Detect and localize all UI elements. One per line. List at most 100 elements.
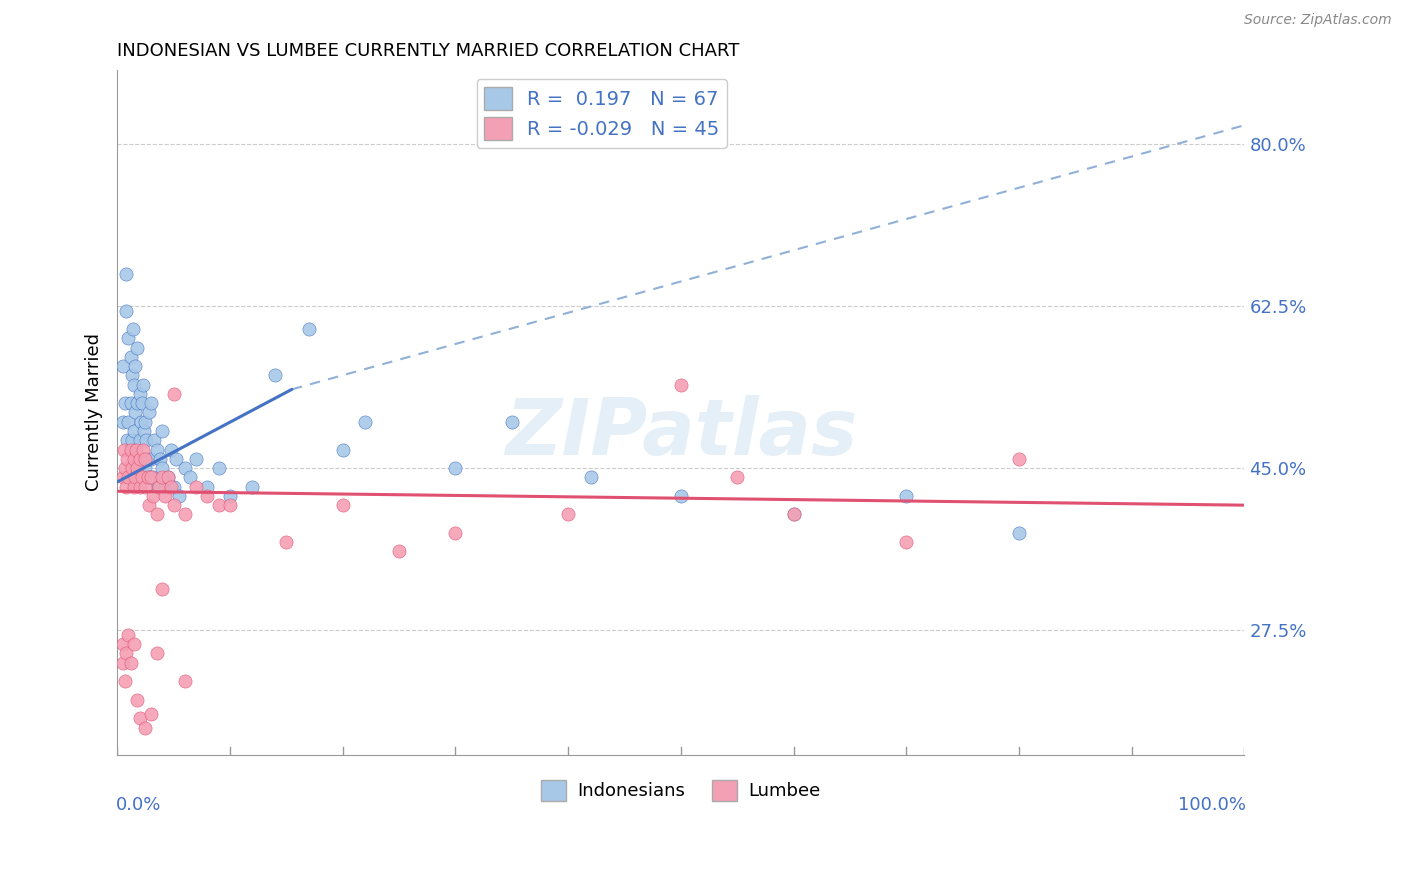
Point [122, 322, 145, 336]
Point [124, 405, 146, 419]
Point [122, 451, 145, 466]
Point [115, 647, 138, 661]
Point [128, 480, 150, 494]
Legend: Indonesians, Lumbee: Indonesians, Lumbee [534, 772, 828, 808]
Point [150, 582, 173, 596]
Point [153, 489, 176, 503]
Point [134, 721, 156, 735]
Point [115, 267, 138, 281]
Point [117, 415, 139, 429]
Point [184, 451, 207, 466]
Point [145, 647, 167, 661]
Point [120, 396, 142, 410]
Point [131, 396, 153, 410]
Point [129, 415, 152, 429]
Point [557, 508, 579, 522]
Point [131, 470, 153, 484]
Point [121, 461, 143, 475]
Point [128, 434, 150, 448]
Text: INDONESIAN VS LUMBEE CURRENTLY MARRIED CORRELATION CHART: INDONESIAN VS LUMBEE CURRENTLY MARRIED C… [117, 42, 740, 60]
Point [111, 470, 134, 484]
Point [120, 350, 142, 364]
Point [143, 434, 166, 448]
Point [117, 451, 139, 466]
Point [122, 424, 145, 438]
Point [128, 451, 150, 466]
Point [298, 322, 321, 336]
Point [117, 628, 139, 642]
Point [669, 377, 692, 392]
Point [150, 461, 173, 475]
Point [146, 480, 169, 494]
Point [122, 480, 145, 494]
Point [111, 637, 134, 651]
Point [1008, 451, 1031, 466]
Point [134, 451, 156, 466]
Point [195, 480, 218, 494]
Point [114, 674, 136, 689]
Point [725, 470, 748, 484]
Point [136, 470, 159, 484]
Point [219, 498, 242, 512]
Point [122, 377, 145, 392]
Point [114, 396, 136, 410]
Point [142, 489, 165, 503]
Point [208, 461, 231, 475]
Point [128, 711, 150, 725]
Point [219, 489, 242, 503]
Point [111, 415, 134, 429]
Point [160, 480, 183, 494]
Point [128, 387, 150, 401]
Point [138, 405, 160, 419]
Point [111, 656, 134, 670]
Point [165, 451, 187, 466]
Point [150, 424, 173, 438]
Y-axis label: Currently Married: Currently Married [86, 334, 103, 491]
Point [153, 480, 176, 494]
Point [276, 535, 298, 549]
Point [125, 442, 148, 457]
Point [127, 461, 149, 475]
Point [444, 525, 467, 540]
Point [145, 442, 167, 457]
Point [127, 692, 149, 706]
Text: ZIPatlas: ZIPatlas [505, 395, 856, 471]
Text: 0.0%: 0.0% [117, 797, 162, 814]
Point [142, 470, 165, 484]
Point [139, 470, 162, 484]
Point [111, 359, 134, 374]
Point [148, 480, 170, 494]
Point [131, 451, 153, 466]
Point [122, 637, 145, 651]
Point [125, 442, 148, 457]
Point [145, 508, 167, 522]
Point [264, 368, 287, 383]
Point [149, 451, 172, 466]
Point [127, 341, 149, 355]
Point [139, 451, 162, 466]
Point [139, 470, 162, 484]
Point [134, 461, 156, 475]
Point [136, 451, 159, 466]
Point [134, 424, 156, 438]
Point [242, 480, 264, 494]
Point [444, 461, 467, 475]
Point [124, 359, 146, 374]
Point [115, 303, 138, 318]
Point [132, 442, 155, 457]
Point [121, 434, 143, 448]
Point [162, 480, 184, 494]
Point [156, 470, 179, 484]
Point [332, 498, 354, 512]
Point [132, 377, 155, 392]
Point [160, 442, 183, 457]
Point [112, 442, 135, 457]
Point [208, 498, 231, 512]
Point [669, 489, 692, 503]
Point [124, 470, 146, 484]
Point [150, 470, 173, 484]
Point [896, 535, 918, 549]
Point [184, 480, 207, 494]
Point [117, 470, 139, 484]
Point [1008, 525, 1031, 540]
